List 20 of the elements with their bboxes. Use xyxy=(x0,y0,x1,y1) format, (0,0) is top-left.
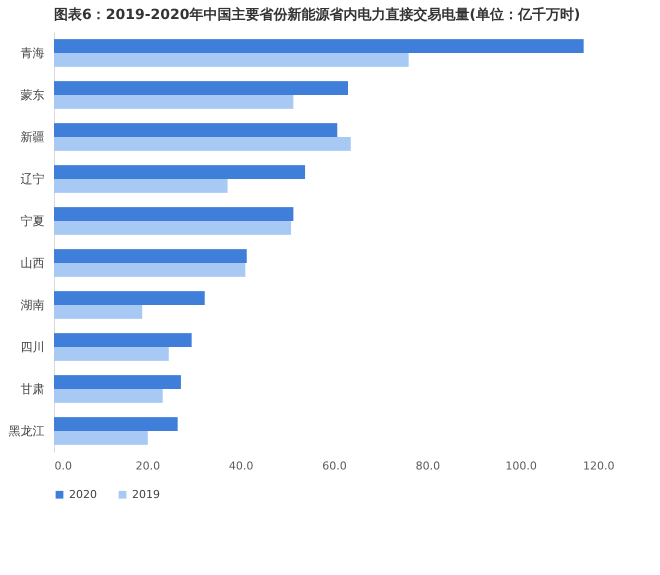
chart-title: 图表6：2019-2020年中国主要省份新能源省内电力直接交易电量(单位：亿千万时) xyxy=(54,6,580,23)
y-tick-label: 四川 xyxy=(20,340,44,354)
y-tick-label: 辽宁 xyxy=(20,172,44,186)
y-tick-label: 山西 xyxy=(20,256,44,270)
x-tick-label: 120.0 xyxy=(583,460,614,472)
x-tick-label: 40.0 xyxy=(228,460,254,472)
x-tick-label: 20.0 xyxy=(136,460,160,472)
x-tick-label: 100.0 xyxy=(505,460,537,472)
x-tick-label: 0.0 xyxy=(54,460,72,472)
y-tick-label: 甘肃 xyxy=(20,382,44,396)
y-tick-label: 蒙东 xyxy=(20,88,44,102)
x-tick-label: 80.0 xyxy=(416,460,440,472)
y-tick-label: 宁夏 xyxy=(20,214,44,228)
legend-label: 2019 xyxy=(132,488,160,501)
x-tick-label: 60.0 xyxy=(322,460,347,472)
legend-label: 2020 xyxy=(69,488,97,501)
y-tick-label: 湖南 xyxy=(20,298,44,312)
y-tick-label: 新疆 xyxy=(20,130,44,144)
y-tick-label: 黑龙江 xyxy=(8,424,44,438)
y-tick-label: 青海 xyxy=(20,46,44,60)
